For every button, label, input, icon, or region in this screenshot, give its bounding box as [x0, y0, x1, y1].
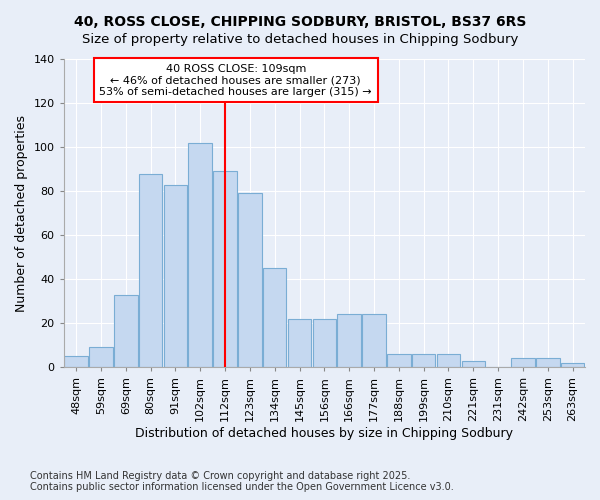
- Bar: [64, 356, 88, 368]
- Bar: [238, 194, 262, 368]
- Text: Contains HM Land Registry data © Crown copyright and database right 2025.
Contai: Contains HM Land Registry data © Crown c…: [30, 471, 454, 492]
- Bar: [536, 358, 560, 368]
- Y-axis label: Number of detached properties: Number of detached properties: [15, 114, 28, 312]
- Bar: [437, 354, 460, 368]
- Bar: [387, 354, 410, 368]
- X-axis label: Distribution of detached houses by size in Chipping Sodbury: Distribution of detached houses by size …: [136, 427, 514, 440]
- Bar: [114, 294, 137, 368]
- Bar: [188, 142, 212, 368]
- Bar: [412, 354, 436, 368]
- Text: 40 ROSS CLOSE: 109sqm
← 46% of detached houses are smaller (273)
53% of semi-det: 40 ROSS CLOSE: 109sqm ← 46% of detached …: [100, 64, 372, 97]
- Text: 40, ROSS CLOSE, CHIPPING SODBURY, BRISTOL, BS37 6RS: 40, ROSS CLOSE, CHIPPING SODBURY, BRISTO…: [74, 15, 526, 29]
- Bar: [263, 268, 286, 368]
- Bar: [362, 314, 386, 368]
- Text: Size of property relative to detached houses in Chipping Sodbury: Size of property relative to detached ho…: [82, 32, 518, 46]
- Bar: [313, 319, 336, 368]
- Bar: [511, 358, 535, 368]
- Bar: [164, 184, 187, 368]
- Bar: [461, 360, 485, 368]
- Bar: [213, 172, 237, 368]
- Bar: [561, 363, 584, 368]
- Bar: [139, 174, 163, 368]
- Bar: [337, 314, 361, 368]
- Bar: [89, 348, 113, 368]
- Bar: [288, 319, 311, 368]
